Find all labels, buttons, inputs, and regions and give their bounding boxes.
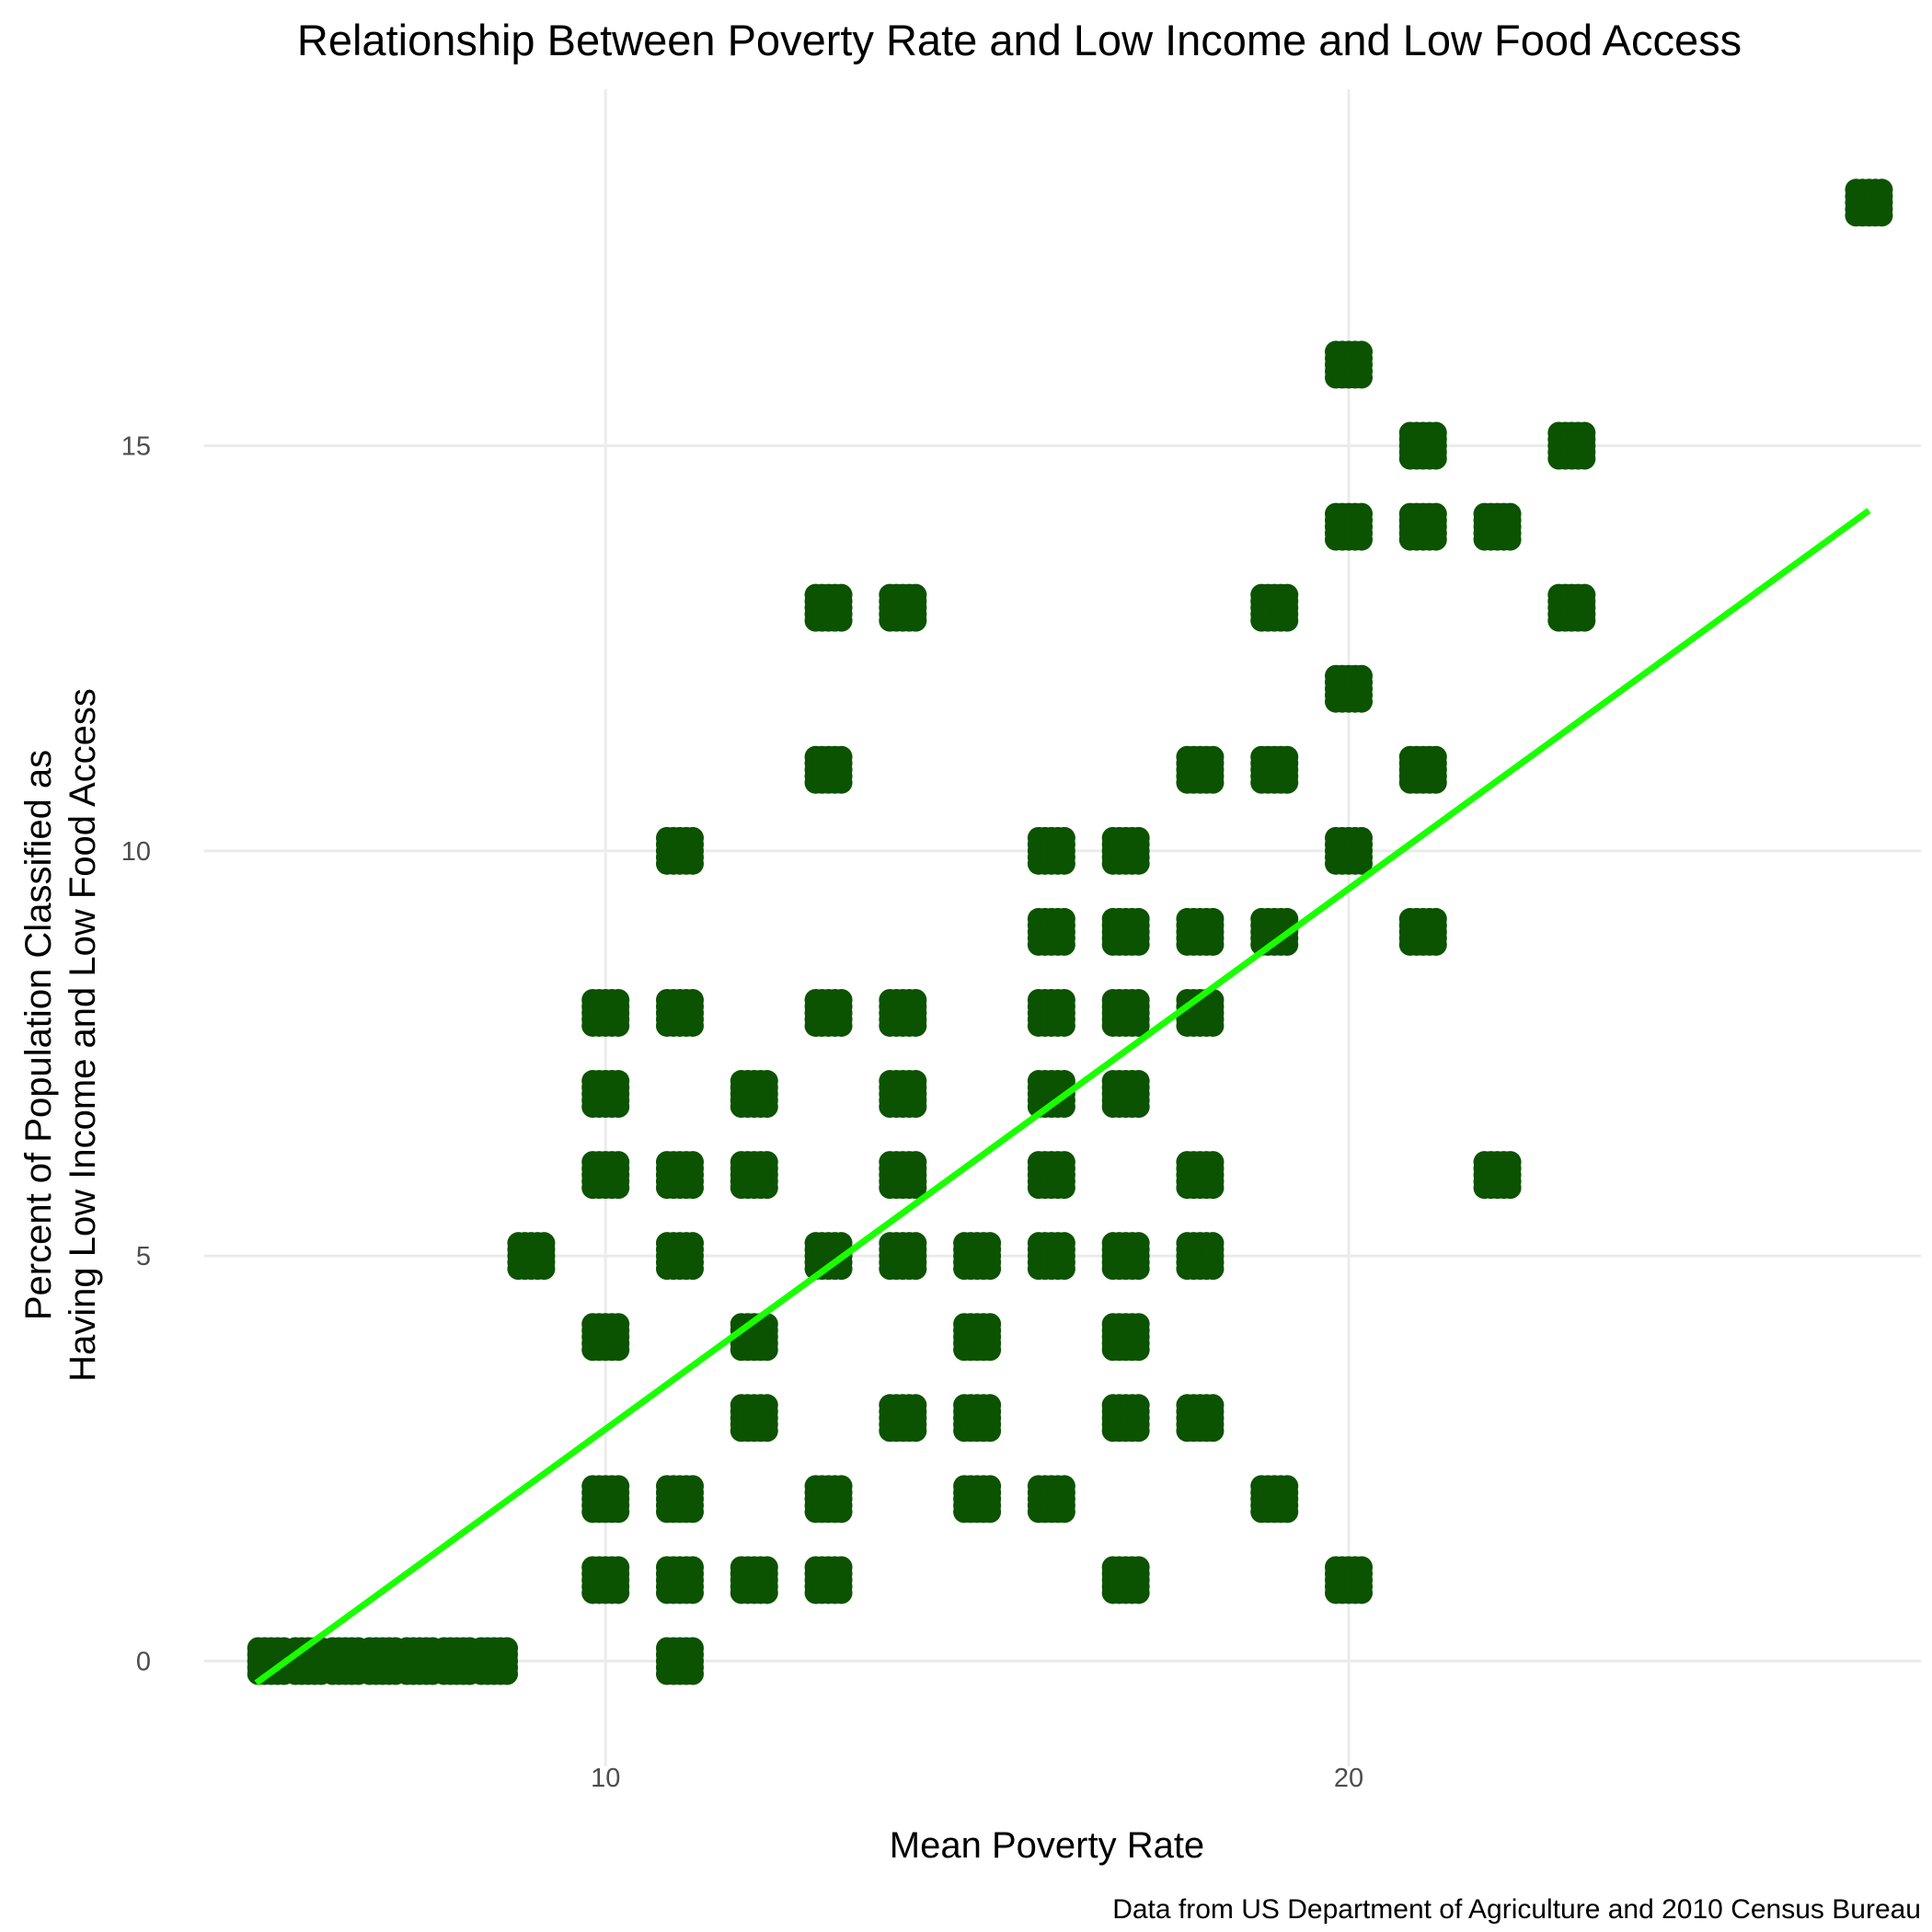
scatter-point	[879, 988, 927, 1037]
scatter-point	[581, 988, 630, 1037]
scatter-point	[1101, 988, 1150, 1037]
scatter-point	[1027, 826, 1075, 875]
scatter-point	[730, 1556, 778, 1604]
scatter-point	[1325, 664, 1373, 713]
scatter-point	[1027, 988, 1075, 1037]
scatter-point	[1250, 745, 1299, 794]
scatter-point	[730, 1394, 778, 1443]
scatter-point	[879, 1232, 927, 1281]
scatter-point	[1101, 907, 1150, 956]
scatter-point	[1547, 583, 1596, 632]
scatter-point	[1547, 421, 1596, 470]
scatter-point	[1176, 1151, 1225, 1200]
scatter-point	[507, 1232, 556, 1281]
scatter-point	[730, 1151, 778, 1200]
scatter-point	[953, 1313, 1002, 1362]
scatter-point	[879, 1151, 927, 1200]
tick-labels: 10 20 0 5 10 15	[121, 431, 1363, 1793]
scatter-point	[1325, 340, 1373, 389]
scatter-point	[1101, 1313, 1150, 1362]
scatter-point	[1398, 421, 1447, 470]
scatter-point	[1176, 745, 1225, 794]
scatter-point	[1845, 178, 1893, 227]
scatter-point	[1101, 1070, 1150, 1119]
scatter-point	[953, 1475, 1002, 1524]
scatter-point	[1176, 907, 1225, 956]
scatter-point	[358, 1637, 407, 1685]
scatter-point	[1101, 1394, 1150, 1443]
y-tick-label: 10	[121, 837, 151, 867]
scatter-point	[581, 1151, 630, 1200]
scatter-point	[1027, 1475, 1075, 1524]
scatter-point	[655, 1475, 704, 1524]
scatter-point	[1176, 1232, 1225, 1281]
scatter-point	[1325, 826, 1373, 875]
scatter-point	[1398, 502, 1447, 551]
scatter-point	[1101, 826, 1150, 875]
scatter-point	[655, 1637, 704, 1685]
scatter-point	[953, 1394, 1002, 1443]
scatter-point	[1398, 745, 1447, 794]
scatter-point	[655, 1556, 704, 1604]
scatter-point	[879, 1394, 927, 1443]
scatter-point	[655, 988, 704, 1037]
y-axis-title-line-1: Percent of Population Classified as	[18, 750, 59, 1320]
scatter-point	[804, 745, 853, 794]
scatter-point	[953, 1232, 1002, 1281]
scatter-point	[1027, 1232, 1075, 1281]
scatter-point	[581, 1556, 630, 1604]
scatter-point	[1101, 1232, 1150, 1281]
scatter-point	[1473, 502, 1522, 551]
scatter-point	[804, 583, 853, 632]
x-axis-title: Mean Poverty Rate	[890, 1825, 1204, 1866]
scatter-point	[655, 1151, 704, 1200]
y-tick-label: 15	[121, 431, 151, 461]
scatter-point	[879, 583, 927, 632]
scatter-point	[804, 1556, 853, 1604]
scatter-point	[655, 826, 704, 875]
scatter-point	[1250, 583, 1299, 632]
scatter-point	[730, 1070, 778, 1119]
x-tick-label: 10	[591, 1764, 620, 1793]
trend-line-group	[254, 508, 1871, 1686]
scatter-point	[581, 1475, 630, 1524]
scatter-point	[1027, 907, 1075, 956]
scatter-point	[879, 1070, 927, 1119]
scatter-point	[804, 988, 853, 1037]
x-tick-label: 20	[1334, 1764, 1363, 1793]
scatter-point	[470, 1637, 519, 1685]
scatter-point	[1027, 1151, 1075, 1200]
scatter-point	[1250, 1475, 1299, 1524]
scatter-point	[1325, 502, 1373, 551]
y-tick-label: 0	[136, 1648, 151, 1677]
scatter-point	[1473, 1151, 1522, 1200]
chart-title: Relationship Between Poverty Rate and Lo…	[297, 16, 1742, 64]
scatter-point	[581, 1313, 630, 1362]
scatter-point	[1176, 1394, 1225, 1443]
y-axis-title-line-2: Having Low Income and Low Food Access	[63, 688, 103, 1382]
scatter-point	[655, 1232, 704, 1281]
y-axis-title: Percent of Population Classified as Havi…	[18, 688, 103, 1382]
scatter-point	[804, 1475, 853, 1524]
scatter-point	[1398, 907, 1447, 956]
scatter-point	[1325, 1556, 1373, 1604]
scatter-point	[1176, 988, 1225, 1037]
chart-caption: Data from US Department of Agriculture a…	[1112, 1894, 1921, 1925]
scatter-point	[581, 1070, 630, 1119]
y-tick-label: 5	[136, 1242, 151, 1271]
scatter-points	[247, 178, 1893, 1685]
scatter-point	[1101, 1556, 1150, 1604]
trend-line	[254, 508, 1871, 1686]
